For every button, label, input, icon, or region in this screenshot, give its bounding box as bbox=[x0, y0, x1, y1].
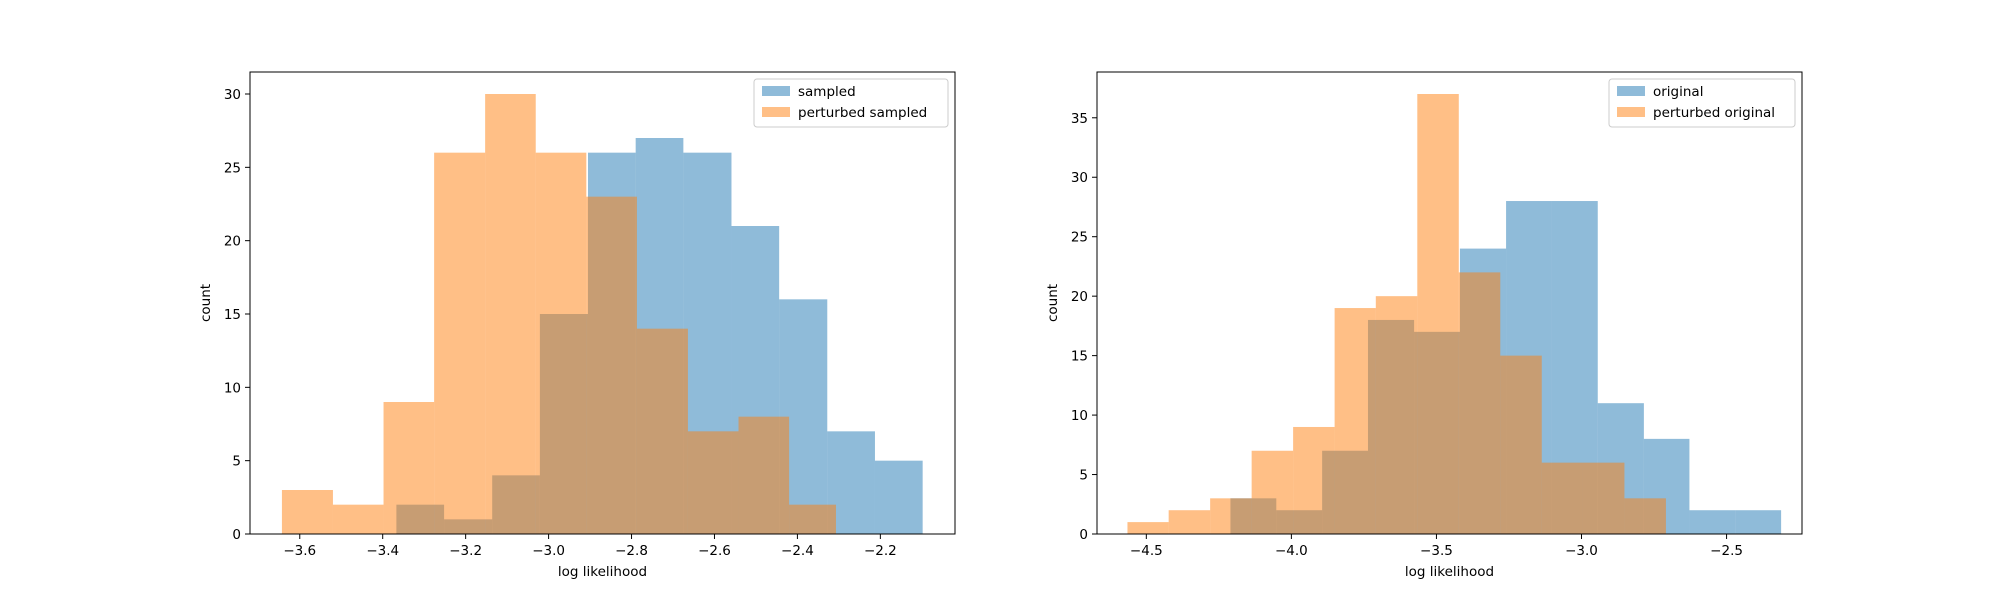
y-axis-label: count bbox=[198, 284, 214, 322]
series-perturbed-original bbox=[1127, 94, 1666, 534]
y-tick-label: 35 bbox=[1071, 111, 1088, 127]
bars-group bbox=[1127, 94, 1782, 534]
bars-group bbox=[281, 94, 923, 534]
legend-swatch bbox=[762, 107, 790, 117]
histogram-bar bbox=[1417, 94, 1459, 534]
histogram-bar bbox=[1541, 462, 1583, 534]
y-tick-label: 15 bbox=[1071, 349, 1088, 365]
legend-box bbox=[1608, 78, 1796, 128]
histogram-bar bbox=[1210, 498, 1252, 534]
legend-swatch bbox=[762, 86, 790, 96]
legend-box bbox=[753, 78, 949, 128]
x-tick-label: −2.5 bbox=[1710, 543, 1743, 559]
y-tick-label: 5 bbox=[1079, 468, 1088, 484]
series-perturbed-sampled bbox=[281, 94, 836, 534]
y-tick-label: 0 bbox=[1079, 527, 1088, 543]
histogram-bar bbox=[332, 504, 384, 534]
legend-swatch bbox=[1617, 107, 1645, 117]
left-histogram-panel: −3.6 −3.4 −3.2 −3.0 −2.8 −2.6 −2.4 −2.2 0 5 10 15 20… bbox=[198, 71, 956, 580]
x-tick-label: −2.6 bbox=[698, 543, 731, 559]
y-tick-label: 30 bbox=[1071, 170, 1088, 186]
x-tick-label: −3.0 bbox=[532, 543, 565, 559]
x-tick-label: −4.5 bbox=[1130, 543, 1163, 559]
y-tick-label: 15 bbox=[224, 307, 241, 323]
x-tick-label: −4.0 bbox=[1275, 543, 1308, 559]
axes-frame bbox=[249, 71, 956, 535]
histogram-bar bbox=[1500, 355, 1542, 534]
histogram-bar bbox=[1735, 510, 1782, 534]
x-tick-label: −3.5 bbox=[1420, 543, 1453, 559]
histogram-bar bbox=[1334, 308, 1376, 534]
x-tick-label: −3.2 bbox=[449, 543, 482, 559]
histogram-bar bbox=[1689, 510, 1736, 534]
histogram-bar bbox=[1293, 426, 1335, 534]
histogram-bar bbox=[485, 94, 536, 534]
y-tick-label: 10 bbox=[1071, 408, 1088, 424]
y-tick-label: 20 bbox=[224, 234, 241, 250]
legend-label: sampled bbox=[798, 84, 856, 100]
right-histogram-panel: −4.5 −4.0 −3.5 −3.0 −2.5 0 5 10 15 20 25 30 35 log li… bbox=[1045, 71, 1803, 580]
x-tick-label: −3.0 bbox=[1565, 543, 1598, 559]
y-tick-label: 5 bbox=[232, 454, 241, 470]
y-tick-label: 30 bbox=[224, 87, 241, 103]
legend-label: original bbox=[1653, 84, 1703, 100]
histogram-bar bbox=[789, 504, 836, 534]
histogram-bar bbox=[1582, 462, 1625, 534]
legend-swatch bbox=[1617, 86, 1645, 96]
y-tick-label: 10 bbox=[224, 380, 241, 396]
y-axis-label: count bbox=[1045, 284, 1061, 322]
histogram-bar bbox=[383, 402, 435, 534]
histogram-bar bbox=[738, 416, 790, 534]
x-tick-label: −3.4 bbox=[366, 543, 399, 559]
histogram-bar bbox=[1251, 450, 1294, 534]
histogram-bar bbox=[434, 152, 486, 534]
histogram-bar bbox=[586, 196, 637, 534]
histogram-bar bbox=[1127, 522, 1169, 534]
y-tick-label: 25 bbox=[1071, 230, 1088, 246]
y-tick-label: 25 bbox=[224, 160, 241, 176]
histogram-bar bbox=[874, 460, 923, 534]
histogram-bar bbox=[535, 152, 587, 534]
histogram-bar bbox=[687, 431, 739, 534]
x-axis-label: log likelihood bbox=[558, 564, 647, 580]
x-tick-label: −2.2 bbox=[864, 543, 897, 559]
histogram-bar bbox=[1168, 510, 1211, 534]
legend-label: perturbed original bbox=[1653, 105, 1775, 121]
histogram-bar bbox=[636, 328, 688, 534]
y-tick-label: 0 bbox=[232, 527, 241, 543]
histogram-bar bbox=[281, 490, 333, 534]
legend-label: perturbed sampled bbox=[798, 105, 927, 121]
x-axis-label: log likelihood bbox=[1405, 564, 1494, 580]
x-tick-label: −2.8 bbox=[615, 543, 648, 559]
legend: original perturbed original bbox=[1608, 78, 1796, 128]
x-tick-label: −2.4 bbox=[781, 543, 814, 559]
histogram-bar bbox=[1375, 296, 1418, 534]
histogram-bar bbox=[1624, 498, 1666, 534]
x-tick-label: −3.6 bbox=[283, 543, 316, 559]
y-tick-label: 20 bbox=[1071, 289, 1088, 305]
legend: sampled perturbed sampled bbox=[753, 78, 949, 128]
axes-frame bbox=[1096, 71, 1803, 535]
histogram-bar bbox=[1458, 272, 1501, 534]
